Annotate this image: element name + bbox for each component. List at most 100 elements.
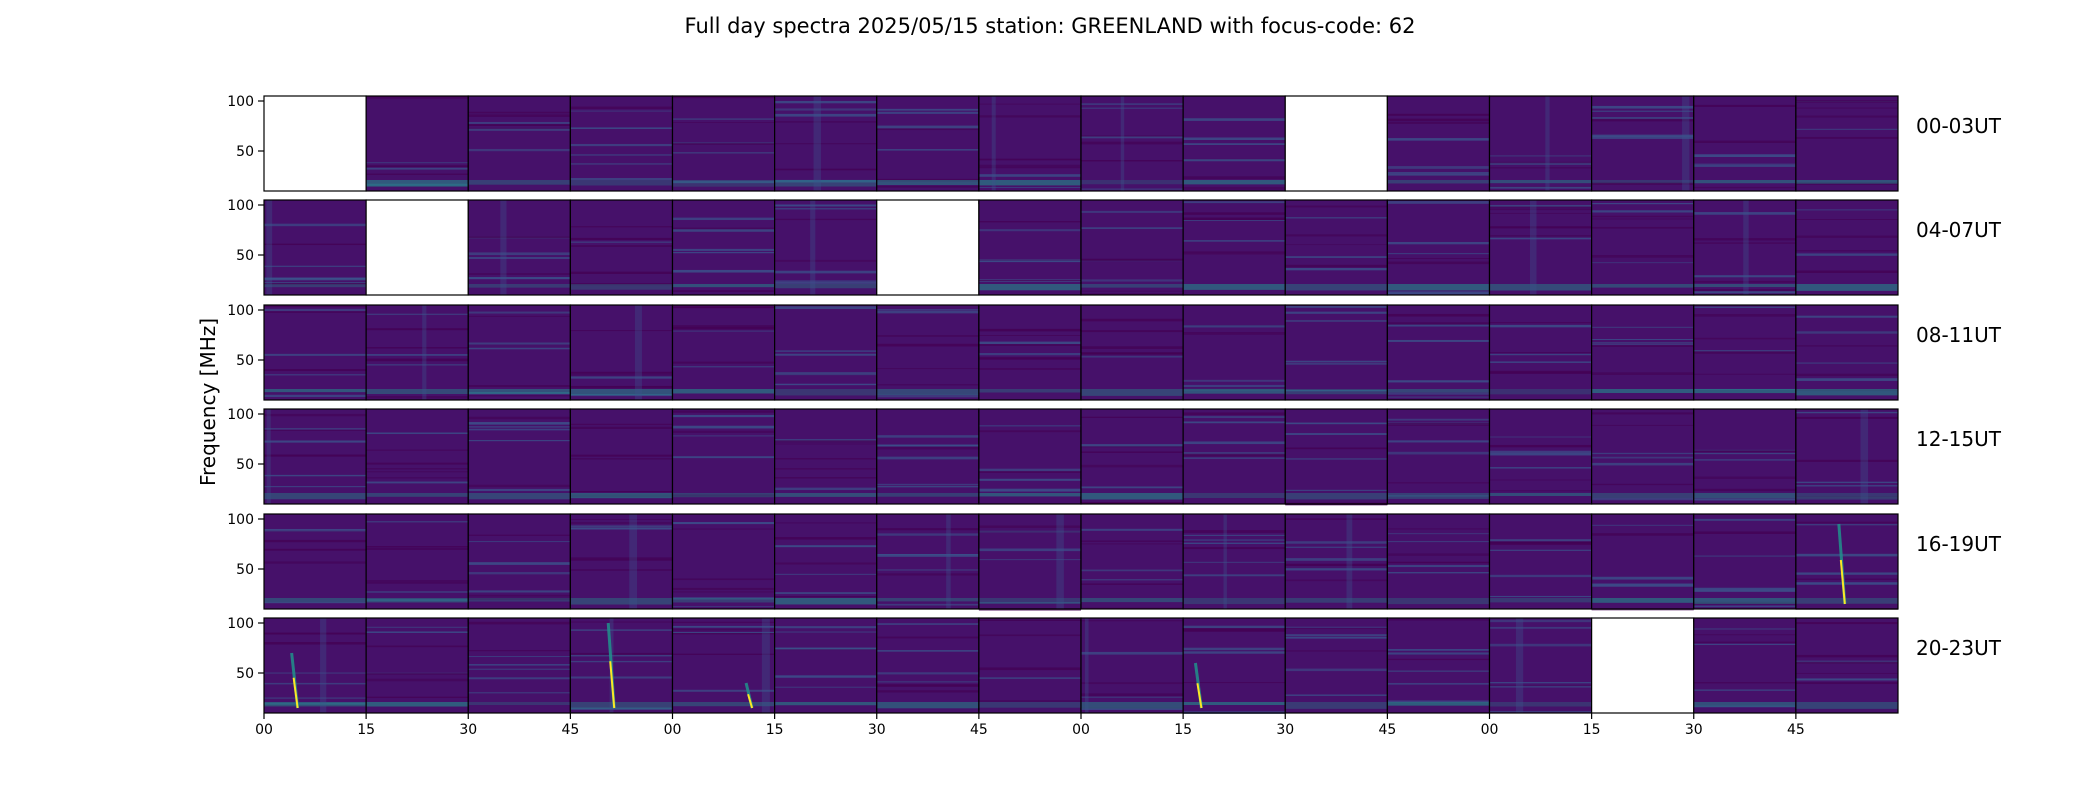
spectrogram-panel [1284, 408, 1388, 506]
spectrogram-panel [978, 408, 1082, 505]
y-tick-label: 100 [227, 512, 254, 528]
row-time-label: 00-03UT [1916, 114, 2002, 138]
spectrogram-panel [1795, 95, 1899, 192]
spectrogram-panel [1693, 617, 1797, 714]
x-axis: 00 15 30 45 00 15 30 45 00 15 30 45 00 15 30 45 [255, 713, 1805, 738]
spectrogram-panel [263, 199, 367, 296]
spectrogram-panel [1693, 304, 1797, 401]
y-tick-label: 100 [227, 303, 254, 319]
y-tick-label: 100 [227, 407, 254, 423]
y-tick-label: 100 [227, 198, 254, 214]
spectrogram-panel [1591, 199, 1695, 296]
spectra-row: 50 100 16-19UT [227, 512, 2002, 611]
spectrogram-panel [467, 513, 571, 610]
y-tick-label: 50 [236, 457, 254, 473]
x-tick-label: 00 [255, 722, 273, 738]
spectrogram-panel [467, 199, 571, 296]
row-time-label: 04-07UT [1916, 218, 2002, 242]
spectrogram-panel [263, 617, 367, 714]
spectrogram-panel [1386, 408, 1491, 505]
x-tick-label: 45 [1787, 722, 1805, 738]
spectrogram-panel [1488, 408, 1593, 505]
y-tick-label: 100 [227, 94, 254, 110]
spectrogram-panel [1080, 304, 1184, 401]
spectrogram-panel [1386, 95, 1491, 192]
spectrogram-panel [1182, 408, 1286, 505]
spectrogram-panel [467, 617, 571, 714]
spectrogram-panel [671, 513, 776, 610]
x-tick-label: 30 [868, 722, 886, 738]
spectrogram-panel [569, 95, 674, 192]
spectrogram-panel [978, 199, 1082, 296]
spectrogram-panel [467, 95, 571, 192]
spectrogram-panel [263, 408, 367, 505]
spectrogram-panel [1488, 513, 1593, 610]
x-tick-label: 45 [561, 722, 579, 738]
spectrogram-panel [1182, 513, 1286, 610]
chart-title: Full day spectra 2025/05/15 station: GRE… [685, 14, 1416, 38]
spectrogram-panel [671, 304, 776, 401]
spectrogram-panel [1693, 95, 1797, 192]
spectrogram-panel [876, 95, 980, 192]
spectrogram-panel [1488, 95, 1593, 192]
spectra-row: 50 100 20-23UT [227, 616, 2002, 714]
spectra-row: 50 100 12-15UT [227, 407, 2002, 506]
spectrogram-panel [1795, 617, 1899, 714]
spectrogram-panel [671, 408, 776, 505]
spectrogram-panel [1693, 513, 1797, 610]
spectrogram-panel [1591, 408, 1695, 505]
missing-panel [1591, 617, 1695, 714]
y-tick-label: 50 [236, 562, 254, 578]
spectrogram-panel [569, 304, 674, 401]
spectrogram-panel [1591, 95, 1695, 192]
spectrogram-panel [774, 95, 878, 192]
spectrogram-panel [1080, 513, 1184, 610]
spectrogram-panel [569, 408, 674, 505]
spectrogram-panel [1693, 199, 1797, 296]
x-tick-label: 00 [1072, 722, 1090, 738]
spectrogram-panel [1488, 199, 1593, 296]
x-tick-label: 15 [1583, 722, 1601, 738]
spectrogram-panel [1080, 95, 1184, 192]
spectra-row: 50 100 00-03UT [227, 94, 2002, 192]
y-tick-label: 50 [236, 144, 254, 160]
x-tick-label: 15 [357, 722, 375, 738]
spectrogram-panel [1182, 617, 1286, 714]
spectrogram-panel [876, 513, 980, 610]
spectrogram-panel [774, 617, 878, 714]
spectrogram-panel [1080, 199, 1184, 296]
missing-panel [365, 199, 469, 296]
spectrogram-panel [978, 617, 1082, 714]
spectra-row: 50 100 04-07UT [227, 198, 2002, 296]
x-tick-label: 30 [1685, 722, 1703, 738]
y-axis-label: Frequency [MHz] [196, 318, 220, 486]
row-time-label: 12-15UT [1916, 427, 2002, 451]
spectrogram-panel [1795, 304, 1899, 401]
spectrogram-panel [467, 304, 571, 401]
spectrogram-panel [1284, 199, 1388, 296]
x-tick-label: 00 [1481, 722, 1499, 738]
spectrogram-panel [569, 513, 674, 610]
x-tick-label: 30 [1276, 722, 1294, 738]
x-tick-label: 15 [1174, 722, 1192, 738]
spectrogram-panel [671, 95, 776, 192]
spectrogram-panel [1080, 617, 1184, 714]
x-tick-label: 45 [1378, 722, 1396, 738]
spectrogram-panel [1591, 513, 1695, 611]
spectrogram-panel [1488, 304, 1593, 401]
spectrogram-panel [365, 617, 469, 714]
spectrogram-panel [1386, 199, 1491, 296]
radio-burst-core [1839, 559, 1846, 605]
spectrogram-panel [774, 199, 878, 296]
row-time-label: 16-19UT [1916, 532, 2002, 556]
radio-burst-core [1196, 683, 1203, 709]
radio-burst-core [747, 693, 754, 709]
spectrogram-panel [876, 408, 980, 505]
spectrogram-panel [467, 408, 571, 505]
spectra-row: 50 100 08-11UT [227, 303, 2002, 401]
spectrogram-panel [1488, 617, 1593, 714]
y-tick-label: 50 [236, 666, 254, 682]
spectrogram-panel [876, 304, 980, 401]
spectrogram-panel [1182, 199, 1286, 296]
